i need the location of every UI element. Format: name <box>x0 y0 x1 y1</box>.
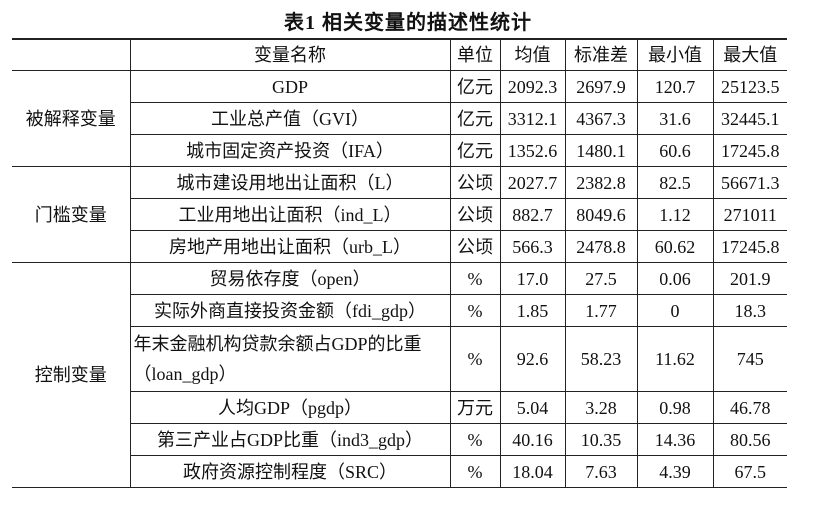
value-cell: 17245.8 <box>712 134 787 167</box>
value-cell: 60.6 <box>636 134 714 167</box>
variable-name: 第三产业占GDP比重（ind3_gdp） <box>129 423 451 456</box>
group-label: 门槛变量 <box>12 166 131 263</box>
unit: 万元 <box>449 391 501 424</box>
group-label: 被解释变量 <box>12 70 131 167</box>
value-cell: 1480.1 <box>564 134 638 167</box>
unit: 公顷 <box>449 166 501 199</box>
header-cell: 最大值 <box>712 38 787 71</box>
value-cell: 92.6 <box>499 326 566 392</box>
value-cell: 60.62 <box>636 230 714 263</box>
unit: 亿元 <box>449 134 501 167</box>
value-cell: 27.5 <box>564 262 638 295</box>
value-cell: 18.04 <box>499 455 566 488</box>
value-cell: 745 <box>712 326 787 392</box>
unit: % <box>449 455 501 488</box>
value-cell: 80.56 <box>712 423 787 456</box>
header-cell: 均值 <box>499 38 566 71</box>
value-cell: 0 <box>636 294 714 327</box>
table-title: 表1 相关变量的描述性统计 <box>284 12 532 34</box>
data-row: 城市固定资产投资（IFA） 亿元 1352.6 1480.1 60.6 17245.8 <box>12 134 787 167</box>
value-cell: 2697.9 <box>564 70 638 103</box>
variable-name: 人均GDP（pgdp） <box>129 391 451 424</box>
group-label: 控制变量 <box>12 262 131 488</box>
value-cell: 31.6 <box>636 102 714 135</box>
data-row: 控制变量 贸易依存度（open）% 17.0 27.5 0.06 201.9 <box>12 262 787 488</box>
variable-name: 工业用地出让面积（ind_L） <box>129 198 451 231</box>
data-row: 工业用地出让面积（ind_L） 公顷 882.7 8049.6 1.12 271011 <box>12 198 787 231</box>
table-body: 变量名称 单位 均值 标准差 最小值 最大值 被解释变量 GDP 亿元 2092.3 2697.9 1… <box>12 38 787 488</box>
header-cell: 单位 <box>449 38 501 71</box>
value-cell: 40.16 <box>499 423 566 456</box>
unit: % <box>449 262 501 295</box>
value-cell: 1.77 <box>564 294 638 327</box>
data-row: 门槛变量 城市建设用地出让面积（L） 公顷 2027.7 2382.8 82.5 56671… <box>12 166 787 263</box>
value-cell: 10.35 <box>564 423 638 456</box>
unit: 公顷 <box>449 230 501 263</box>
value-cell: 32445.1 <box>712 102 787 135</box>
value-cell: 120.7 <box>636 70 714 103</box>
header-cell: 变量名称 <box>129 38 451 71</box>
value-cell: 7.63 <box>564 455 638 488</box>
value-cell: 25123.5 <box>712 70 787 103</box>
variable-name: 城市建设用地出让面积（L） <box>129 166 451 199</box>
variable-name: 城市固定资产投资（IFA） <box>129 134 451 167</box>
value-cell: 1352.6 <box>499 134 566 167</box>
value-cell: 14.36 <box>636 423 714 456</box>
variable-name: 房地产用地出让面积（urb_L） <box>129 230 451 263</box>
value-cell: 5.04 <box>499 391 566 424</box>
value-cell: 82.5 <box>636 166 714 199</box>
unit: % <box>449 294 501 327</box>
value-cell: 58.23 <box>564 326 638 392</box>
data-row: 第三产业占GDP比重（ind3_gdp）% 40.16 10.35 14.36 80.5… <box>12 423 787 456</box>
value-cell: 4367.3 <box>564 102 638 135</box>
variable-name: GDP <box>129 70 451 103</box>
value-cell: 0.98 <box>636 391 714 424</box>
header-cell: 标准差 <box>564 38 638 71</box>
unit: 亿元 <box>449 102 501 135</box>
value-cell: 3312.1 <box>499 102 566 135</box>
value-cell: 67.5 <box>712 455 787 488</box>
value-cell: 2092.3 <box>499 70 566 103</box>
value-cell: 1.12 <box>636 198 714 231</box>
value-cell: 201.9 <box>712 262 787 295</box>
value-cell: 56671.3 <box>712 166 787 199</box>
value-cell: 2478.8 <box>564 230 638 263</box>
value-cell: 1.85 <box>499 294 566 327</box>
data-row: 政府资源控制程度（SRC）% 18.04 7.63 4.39 67.5 <box>12 455 787 488</box>
value-cell: 271011 <box>712 198 787 231</box>
value-cell: 18.3 <box>712 294 787 327</box>
stats-table: 变量名称 单位 均值 标准差 最小值 最大值 被解释变量 GDP 亿元 2092.3 2697.9 1… <box>12 38 787 488</box>
value-cell: 882.7 <box>499 198 566 231</box>
unit: 公顷 <box>449 198 501 231</box>
unit: 亿元 <box>449 70 501 103</box>
value-cell: 566.3 <box>499 230 566 263</box>
value-cell: 8049.6 <box>564 198 638 231</box>
data-row: 工业总产值（GVI） 亿元 3312.1 4367.3 31.6 32445.1 <box>12 102 787 135</box>
header-cell <box>12 38 131 71</box>
header-cell: 最小值 <box>636 38 714 71</box>
variable-name: 年末金融机构贷款余额占GDP的比重（loan_gdp） <box>129 326 451 392</box>
value-cell: 2382.8 <box>564 166 638 199</box>
value-cell: 46.78 <box>712 391 787 424</box>
value-cell: 11.62 <box>636 326 714 392</box>
unit: % <box>449 326 501 392</box>
value-cell: 0.06 <box>636 262 714 295</box>
value-cell: 4.39 <box>636 455 714 488</box>
unit: % <box>449 423 501 456</box>
value-cell: 2027.7 <box>499 166 566 199</box>
variable-name: 工业总产值（GVI） <box>129 102 451 135</box>
value-cell: 3.28 <box>564 391 638 424</box>
variable-name: 政府资源控制程度（SRC） <box>129 455 451 488</box>
variable-name: 实际外商直接投资金额（fdi_gdp） <box>129 294 451 327</box>
header-row: 变量名称 单位 均值 标准差 最小值 最大值 <box>12 38 787 71</box>
value-cell: 17.0 <box>499 262 566 295</box>
data-row: 房地产用地出让面积（urb_L） 公顷 566.3 2478.8 60.62 17245.… <box>12 230 787 263</box>
data-row: 被解释变量 GDP 亿元 2092.3 2697.9 120.7 25123.5 <box>12 70 787 167</box>
variable-name: 贸易依存度（open） <box>129 262 451 295</box>
value-cell: 17245.8 <box>712 230 787 263</box>
data-row: 人均GDP（pgdp） 万元 5.04 3.28 0.98 46.78 <box>12 391 787 424</box>
